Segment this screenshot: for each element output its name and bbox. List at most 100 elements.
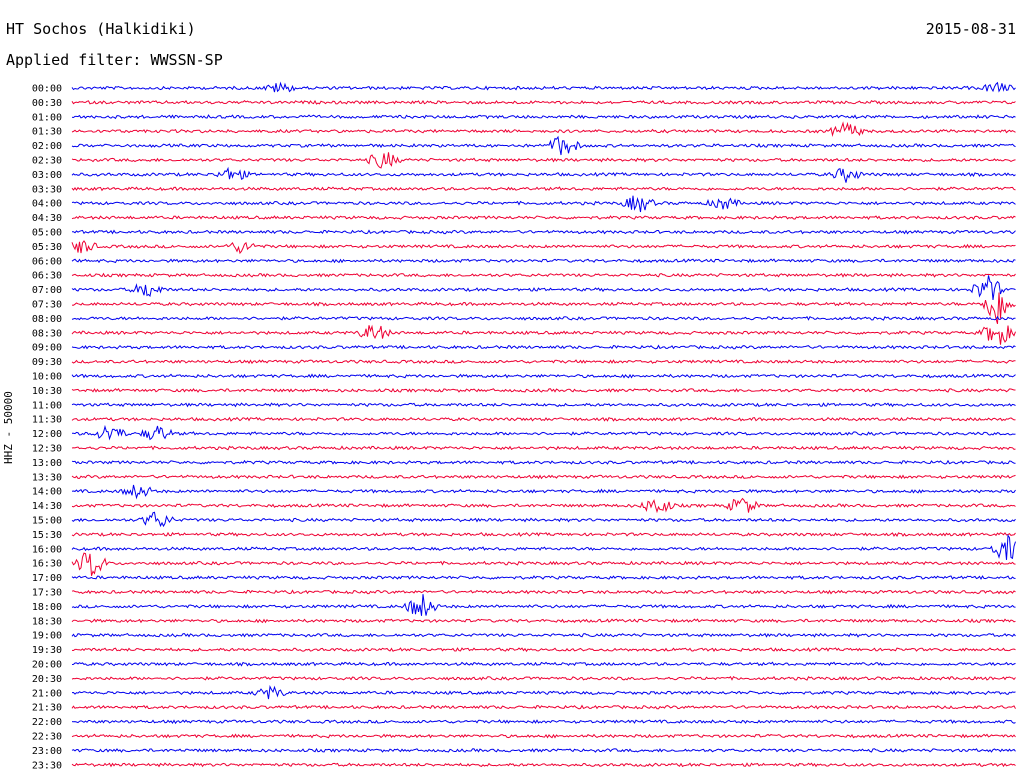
row-time-label: 03:30	[32, 184, 62, 195]
filter-label: Applied filter: WWSSN-SP	[6, 51, 223, 69]
seismic-trace	[71, 531, 1016, 537]
row-time-label: 10:30	[32, 386, 62, 397]
row-time-label: 16:00	[32, 544, 62, 555]
row-time-label: 15:30	[32, 530, 62, 541]
seismic-trace	[71, 229, 1016, 235]
row-time-label: 18:00	[32, 602, 62, 613]
seismic-trace	[71, 733, 1016, 739]
row-time-label: 23:30	[32, 760, 62, 771]
seismic-trace	[71, 474, 1016, 480]
row-time-label: 04:00	[32, 199, 62, 210]
row-time-label: 03:00	[32, 170, 62, 181]
seismic-trace	[71, 575, 1016, 581]
seismic-trace	[71, 186, 1016, 192]
seismic-trace	[71, 292, 1016, 325]
row-time-label: 12:00	[32, 429, 62, 440]
seismic-trace	[71, 272, 1016, 278]
seismic-trace	[71, 618, 1016, 624]
date-label: 2015-08-31	[925, 20, 1016, 38]
row-time-label: 05:30	[32, 242, 62, 253]
seismic-trace	[71, 445, 1016, 451]
seismic-trace	[71, 402, 1016, 408]
seismic-trace	[71, 589, 1016, 595]
row-time-label: 19:30	[32, 645, 62, 656]
row-time-label: 00:00	[32, 84, 62, 95]
seismic-trace	[71, 215, 1016, 221]
row-time-label: 10:00	[32, 372, 62, 383]
row-time-label: 19:00	[32, 631, 62, 642]
seismic-trace	[71, 240, 1016, 255]
seismic-trace	[71, 344, 1016, 350]
seismic-trace	[71, 661, 1016, 667]
seismic-trace	[71, 152, 1016, 169]
seismic-trace	[71, 121, 1016, 137]
row-time-label: 00:30	[32, 98, 62, 109]
seismic-trace	[71, 275, 1016, 300]
row-time-label: 13:00	[32, 458, 62, 469]
seismic-trace	[71, 747, 1016, 753]
seismic-trace	[71, 324, 1016, 345]
seismic-trace	[71, 315, 1016, 321]
seismic-trace	[71, 459, 1016, 465]
seismic-trace	[71, 258, 1016, 264]
row-time-label: 11:00	[32, 400, 62, 411]
row-time-label: 05:00	[32, 228, 62, 239]
seismic-trace	[71, 762, 1016, 768]
seismic-trace	[71, 552, 1016, 576]
seismic-trace	[71, 114, 1016, 120]
row-time-label: 22:30	[32, 732, 62, 743]
station-title: HT Sochos (Halkidiki)	[6, 20, 196, 38]
row-time-label: 13:30	[32, 472, 62, 483]
seismic-trace	[71, 99, 1016, 105]
row-time-label: 17:00	[32, 573, 62, 584]
row-time-label: 23:00	[32, 746, 62, 757]
seismic-trace	[71, 484, 1016, 500]
row-time-label: 07:00	[32, 285, 62, 296]
seismic-trace	[71, 632, 1016, 638]
seismic-trace	[71, 166, 1016, 183]
seismic-trace	[71, 416, 1016, 422]
row-time-label: 22:00	[32, 717, 62, 728]
seismic-trace	[71, 387, 1016, 393]
row-time-label: 20:00	[32, 660, 62, 671]
row-time-label: 21:00	[32, 688, 62, 699]
row-time-label: 01:00	[32, 112, 62, 123]
seismic-trace	[71, 675, 1016, 681]
row-time-label: 20:30	[32, 674, 62, 685]
seismic-trace	[71, 685, 1016, 700]
row-time-label: 02:30	[32, 156, 62, 167]
seismic-trace	[71, 594, 1016, 616]
row-time-label: 16:30	[32, 559, 62, 570]
row-time-label: 01:30	[32, 127, 62, 138]
seismic-trace	[71, 81, 1016, 93]
row-time-label: 09:30	[32, 357, 62, 368]
seismic-trace	[71, 195, 1016, 213]
seismic-trace	[71, 497, 1016, 514]
row-time-label: 21:30	[32, 703, 62, 714]
seismic-trace	[71, 135, 1016, 156]
row-time-label: 12:30	[32, 444, 62, 455]
seismic-trace	[71, 534, 1016, 560]
seismic-trace	[71, 719, 1016, 725]
row-time-label: 15:00	[32, 516, 62, 527]
row-time-label: 02:00	[32, 141, 62, 152]
row-time-label: 08:30	[32, 328, 62, 339]
seismic-trace	[71, 511, 1016, 528]
seismic-trace	[71, 704, 1016, 710]
row-time-label: 06:30	[32, 271, 62, 282]
row-time-label: 14:00	[32, 487, 62, 498]
seismic-trace	[71, 424, 1016, 441]
row-time-label: 07:30	[32, 300, 62, 311]
row-time-label: 11:30	[32, 415, 62, 426]
row-time-label: 14:30	[32, 501, 62, 512]
row-time-label: 17:30	[32, 588, 62, 599]
seismic-trace	[71, 647, 1016, 653]
seismic-trace	[71, 373, 1016, 379]
row-time-label: 08:00	[32, 314, 62, 325]
row-time-label: 18:30	[32, 616, 62, 627]
seismic-trace	[71, 359, 1016, 365]
row-time-label: 06:00	[32, 256, 62, 267]
row-time-label: 04:30	[32, 213, 62, 224]
row-time-label: 09:00	[32, 343, 62, 354]
